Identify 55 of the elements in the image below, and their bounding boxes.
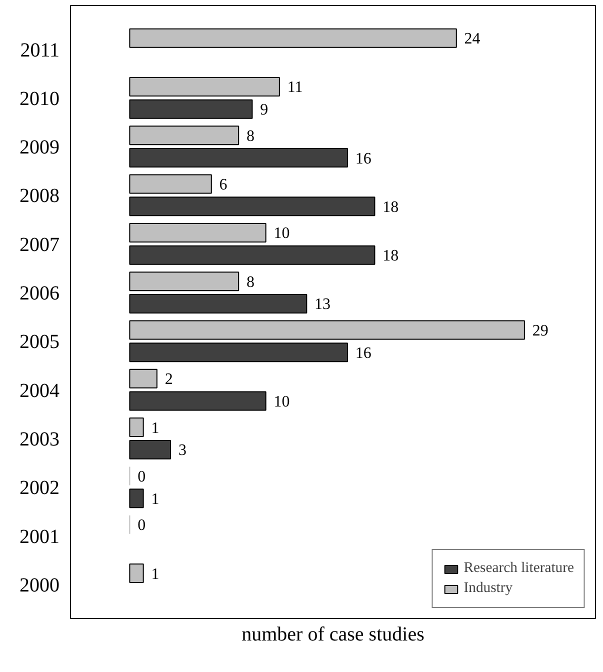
data-label: 2 xyxy=(164,371,173,388)
data-label: 18 xyxy=(382,198,399,216)
bar xyxy=(129,222,266,242)
data-label: 1 xyxy=(151,566,160,583)
data-label: 9 xyxy=(260,102,268,119)
bar xyxy=(129,440,172,460)
data-label: 0 xyxy=(138,517,146,534)
y-tick-label: 2001 xyxy=(20,526,60,548)
y-tick-label: 2010 xyxy=(20,88,60,110)
bar xyxy=(129,196,376,216)
y-tick-label: 2005 xyxy=(20,331,60,354)
x-axis-title: number of case studies xyxy=(242,624,425,646)
bar xyxy=(129,418,144,438)
y-tick-label: 2002 xyxy=(20,477,60,500)
bar xyxy=(129,368,158,388)
bar xyxy=(129,126,240,146)
data-label: 16 xyxy=(355,150,372,168)
bar xyxy=(129,294,308,314)
legend-label: Research literature xyxy=(464,560,574,577)
data-label: 10 xyxy=(274,225,290,242)
data-label: 3 xyxy=(178,442,186,460)
legend-label: Industry xyxy=(464,580,513,597)
bar xyxy=(129,148,348,168)
data-label: 8 xyxy=(246,274,254,291)
data-label: 18 xyxy=(382,248,399,265)
bar xyxy=(129,174,212,194)
data-label: 24 xyxy=(464,30,480,48)
data-label: 10 xyxy=(274,394,290,411)
data-label: 11 xyxy=(287,79,303,96)
data-label: 6 xyxy=(219,176,228,194)
y-tick-label: 2011 xyxy=(20,39,60,62)
bar xyxy=(129,320,525,340)
y-tick-label: 2007 xyxy=(20,234,60,256)
data-label: 8 xyxy=(246,128,254,145)
bar xyxy=(129,564,144,583)
bar xyxy=(129,28,457,48)
y-tick-label: 2009 xyxy=(20,136,60,159)
data-label: 16 xyxy=(355,344,372,362)
y-tick-label: 2003 xyxy=(20,428,60,450)
bar xyxy=(129,245,376,265)
data-label: 29 xyxy=(532,322,548,340)
y-tick-label: 2008 xyxy=(20,185,60,208)
bar xyxy=(129,99,253,119)
bar xyxy=(129,488,144,508)
bar xyxy=(129,342,348,362)
data-label: 0 xyxy=(138,468,146,486)
y-tick-label: 2004 xyxy=(20,380,60,402)
y-tick-label: 2000 xyxy=(20,574,60,596)
data-label: 1 xyxy=(151,420,160,437)
data-label: 13 xyxy=(314,296,331,314)
bar xyxy=(129,77,280,96)
bar xyxy=(129,391,266,411)
y-tick-label: 2006 xyxy=(20,282,60,305)
bar xyxy=(129,272,240,292)
data-label: 1 xyxy=(151,490,160,508)
